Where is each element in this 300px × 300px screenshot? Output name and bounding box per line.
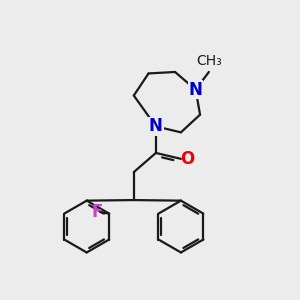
- Text: F: F: [91, 203, 103, 221]
- Text: CH₃: CH₃: [196, 54, 222, 68]
- Text: N: N: [189, 81, 202, 99]
- Text: N: N: [149, 117, 163, 135]
- Text: O: O: [180, 150, 194, 168]
